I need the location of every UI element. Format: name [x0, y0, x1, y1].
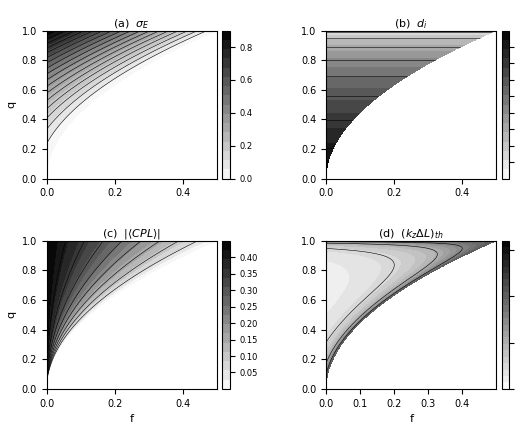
X-axis label: f: f [130, 414, 134, 424]
Y-axis label: q: q [6, 101, 16, 108]
X-axis label: f: f [409, 414, 413, 424]
Y-axis label: q: q [6, 311, 16, 319]
Title: (b)  $d_i$: (b) $d_i$ [394, 17, 428, 31]
Title: (d)  $(k_z \Delta L)_{th}$: (d) $(k_z \Delta L)_{th}$ [379, 227, 444, 241]
Title: (a)  $\sigma_E$: (a) $\sigma_E$ [113, 17, 150, 31]
Title: (c)  $|\langle CPL\rangle|$: (c) $|\langle CPL\rangle|$ [102, 227, 161, 241]
